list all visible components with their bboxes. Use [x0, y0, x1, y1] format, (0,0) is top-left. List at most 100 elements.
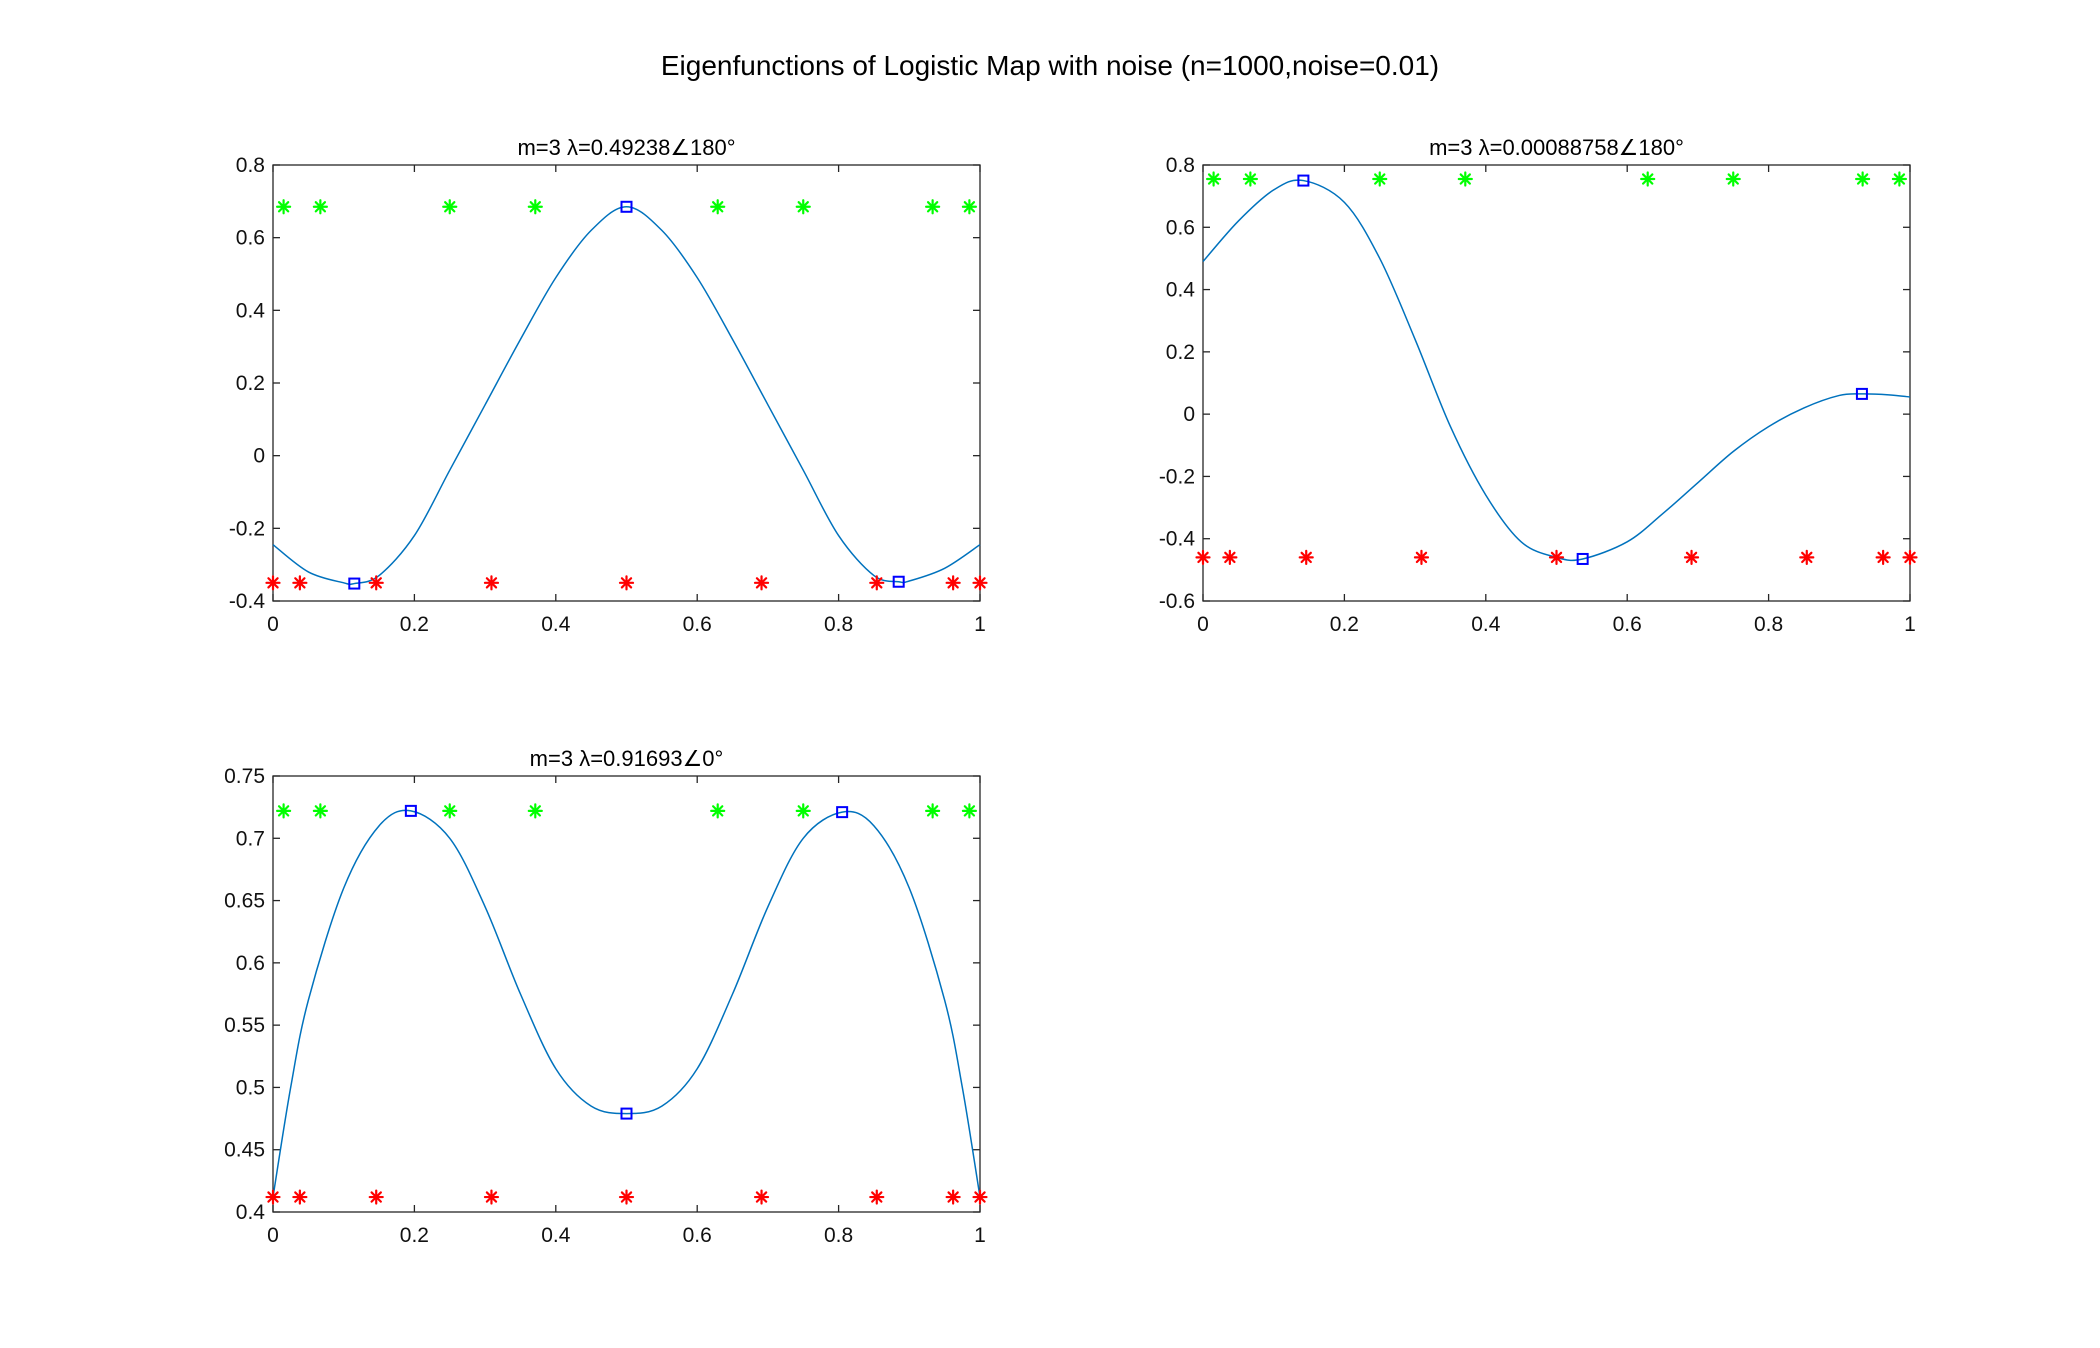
red-star-marker: [1902, 549, 1918, 566]
extremum-square-marker: [404, 804, 417, 817]
x-tick-label: 1: [1904, 613, 1916, 636]
subplot-1: 0 0.2 0.4 0.6 0.8 1 -0.4 -0.2 0 0.2 0.4 0.6 0.8 m=3 λ…: [229, 135, 988, 636]
axes-box: [1202, 164, 1911, 602]
x-tick-label: 0.2: [1330, 613, 1359, 636]
green-star-marker: [961, 803, 977, 819]
red-star-marker: [1222, 549, 1238, 566]
x-tick-label: 0.8: [824, 1224, 853, 1247]
red-star-marker: [1683, 549, 1700, 566]
red-star-marker: [265, 575, 281, 591]
y-tick-label: 0.6: [236, 952, 265, 975]
x-tick-label: 0.2: [400, 1224, 429, 1247]
x-tick-label: 1: [974, 1224, 986, 1247]
red-star-marker: [368, 575, 384, 591]
y-tick-label: 0.75: [224, 765, 265, 788]
green-star-marker: [925, 803, 941, 819]
green-star-marker: [1640, 171, 1656, 187]
red-star-marker: [1195, 549, 1211, 566]
x-tick-label: 0.8: [1754, 613, 1783, 636]
green-star-marker: [961, 199, 977, 215]
red-star-marker: [483, 1189, 500, 1205]
red-star-marker: [1298, 549, 1314, 566]
green-star-marker: [527, 803, 543, 819]
green-star-marker: [1855, 171, 1871, 187]
green-star-marker: [795, 199, 811, 215]
red-star-marker: [1799, 549, 1815, 566]
y-tick-label: 0.6: [1166, 216, 1195, 239]
green-star-marker: [795, 803, 811, 819]
red-star-marker: [368, 1189, 384, 1205]
y-tick-label: -0.4: [1159, 528, 1196, 551]
y-tick-label: 0.7: [236, 827, 265, 850]
y-tick-label: 0.2: [1166, 341, 1195, 364]
axes-box: [272, 775, 981, 1213]
subplot-3: 0 0.2 0.4 0.6 0.8 1 0.4 0.45 0.5 0.55 0.6 0.65 0.7 0.…: [224, 746, 988, 1247]
subplot-2: 0 0.2 0.4 0.6 0.8 1 -0.6 -0.4 -0.2 0 0.2 0.4 0.6 0.8 m…: [1159, 135, 1918, 636]
eigenfunction-curve: [272, 809, 981, 1198]
y-tick-label: 0.55: [224, 1014, 265, 1037]
y-tick-label: 0.8: [236, 154, 265, 177]
green-star-marker: [312, 199, 328, 215]
extremum-square-marker: [1576, 552, 1589, 565]
green-star-marker: [1457, 171, 1473, 187]
green-star-marker: [1206, 171, 1222, 187]
green-star-marker: [312, 803, 328, 819]
x-tick-label: 0: [1197, 613, 1209, 636]
y-tick-label: 0.6: [236, 227, 265, 250]
x-tick-label: 0.2: [400, 613, 429, 636]
red-star-marker: [1413, 549, 1430, 566]
x-tick-label: 0.4: [541, 613, 571, 636]
y-tick-label: 0.4: [236, 1201, 266, 1224]
y-tick-label: 0.4: [236, 299, 266, 322]
subplot-title: m=3 λ=0.00088758∠180°: [1429, 135, 1684, 160]
y-tick-label: 0: [253, 445, 265, 468]
red-star-marker: [265, 1189, 281, 1205]
green-star-marker: [527, 199, 543, 215]
red-star-marker: [753, 1189, 770, 1205]
red-star-marker: [292, 1189, 308, 1205]
x-tick-label: 0.6: [683, 1224, 712, 1247]
y-tick-label: -0.2: [1159, 465, 1195, 488]
x-tick-label: 0: [267, 613, 279, 636]
extremum-square-marker: [892, 575, 905, 588]
x-tick-label: 0.6: [1613, 613, 1642, 636]
y-tick-label: 0.65: [224, 890, 265, 913]
subplot-title: m=3 λ=0.49238∠180°: [517, 135, 735, 160]
extremum-square-marker: [1855, 387, 1868, 400]
green-star-marker: [925, 199, 941, 215]
red-star-marker: [618, 575, 635, 591]
extremum-square-marker: [836, 806, 849, 819]
green-star-marker: [1725, 171, 1741, 187]
green-star-marker: [276, 199, 292, 215]
y-tick-label: 0.45: [224, 1139, 265, 1162]
figure-title: Eigenfunctions of Logistic Map with nois…: [660, 50, 1440, 81]
axes-box: [272, 164, 981, 602]
red-star-marker: [1875, 549, 1891, 566]
red-star-marker: [869, 1189, 885, 1205]
extremum-square-marker: [348, 577, 361, 590]
green-star-marker: [1242, 171, 1258, 187]
subplot-title: m=3 λ=0.91693∠0°: [530, 746, 724, 771]
red-star-marker: [618, 1189, 635, 1205]
red-star-marker: [945, 1189, 961, 1205]
green-star-marker: [710, 199, 726, 215]
red-star-marker: [972, 575, 988, 591]
x-tick-label: 0.8: [824, 613, 853, 636]
green-star-marker: [442, 803, 458, 819]
green-star-marker: [1372, 171, 1388, 187]
x-tick-label: 0: [267, 1224, 279, 1247]
red-star-marker: [483, 575, 500, 591]
y-tick-label: 0.4: [1166, 279, 1196, 302]
x-tick-label: 0.4: [541, 1224, 571, 1247]
green-star-marker: [710, 803, 726, 819]
x-tick-label: 0.6: [683, 613, 712, 636]
y-tick-label: 0: [1183, 403, 1195, 426]
x-tick-label: 0.4: [1471, 613, 1501, 636]
red-star-marker: [753, 575, 770, 591]
green-star-marker: [442, 199, 458, 215]
red-star-marker: [292, 575, 308, 591]
red-star-marker: [945, 575, 961, 591]
green-star-marker: [1891, 171, 1907, 187]
y-tick-label: 0.2: [236, 372, 265, 395]
